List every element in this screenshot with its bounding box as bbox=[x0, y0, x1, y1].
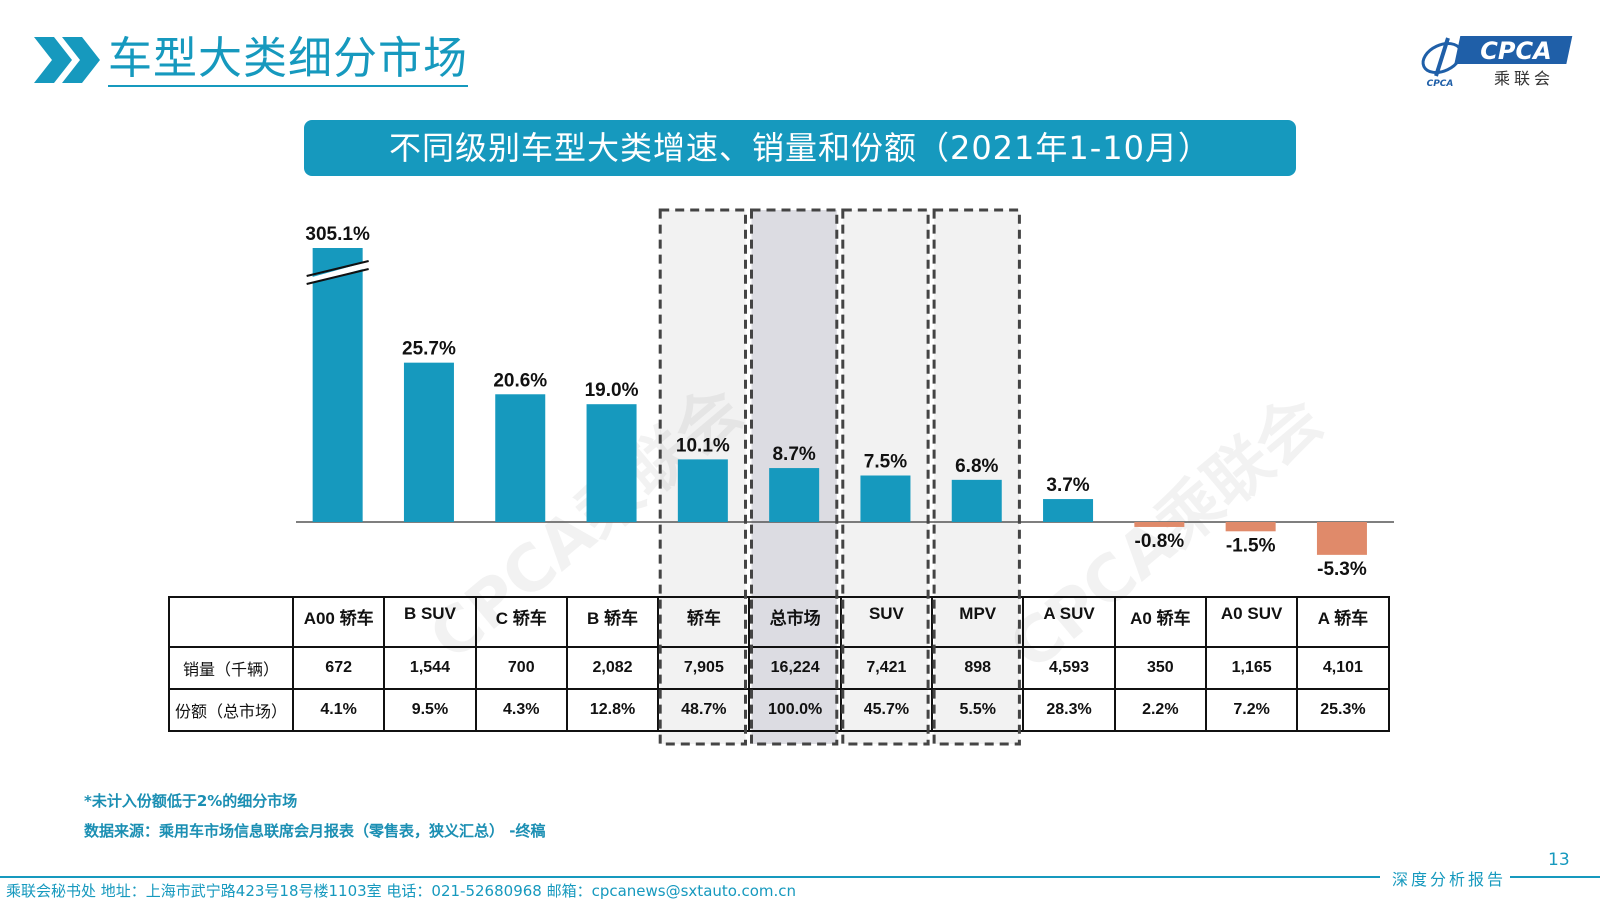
page-header: 车型大类细分市场 bbox=[34, 30, 468, 90]
table-cell: 25.3% bbox=[1296, 688, 1390, 732]
table-header-cell: A 轿车 bbox=[1296, 596, 1390, 648]
note-data-source: 数据来源：乘用车市场信息联席会月报表（零售表，狭义汇总） -终稿 bbox=[84, 822, 546, 840]
footer-divider bbox=[0, 876, 1380, 878]
value-label-7: 7.5% bbox=[864, 452, 907, 473]
svg-text:CPCA: CPCA bbox=[1427, 79, 1454, 89]
table-header-cell: MPV bbox=[931, 596, 1025, 648]
bar-3 bbox=[495, 394, 546, 522]
table-cell: 4.3% bbox=[474, 688, 568, 732]
table-corner-cell bbox=[168, 596, 294, 648]
value-label-10: -0.8% bbox=[1135, 531, 1185, 552]
table-cell: 48.7% bbox=[657, 688, 751, 732]
bar-4 bbox=[586, 404, 637, 522]
value-label-12: -5.3% bbox=[1317, 559, 1367, 580]
table-header-cell: A0 SUV bbox=[1204, 596, 1299, 648]
notes: *未计入份额低于2%的细分市场 数据来源：乘用车市场信息联席会月报表（零售表，狭… bbox=[84, 786, 545, 846]
data-table: A00 轿车 B SUV C 轿车 B 轿车 轿车 总市场 SUV MPV A SUV A0 轿车… bbox=[168, 596, 1390, 732]
footer-divider-right bbox=[1510, 876, 1600, 878]
table-cell: 9.5% bbox=[383, 688, 477, 732]
table-header-cell: B 轿车 bbox=[565, 596, 660, 648]
table-header-cell: 总市场 bbox=[748, 596, 842, 648]
value-label-5: 10.1% bbox=[676, 435, 730, 456]
table-row-label: 销量（千辆） bbox=[168, 646, 294, 690]
table-row-label: 份额（总市场） bbox=[168, 688, 294, 732]
bar-11 bbox=[1225, 522, 1276, 532]
table-cell: 1,165 bbox=[1204, 646, 1299, 690]
bar-2 bbox=[403, 362, 454, 522]
table-cell: 2.2% bbox=[1113, 688, 1207, 732]
value-label-2: 25.7% bbox=[402, 339, 456, 360]
value-label-3: 20.6% bbox=[493, 370, 547, 391]
table-cell: 12.8% bbox=[565, 688, 660, 732]
table-cell: 45.7% bbox=[839, 688, 934, 732]
table-cell: 350 bbox=[1113, 646, 1207, 690]
table-cell: 5.5% bbox=[931, 688, 1025, 732]
table-header-cell: A SUV bbox=[1022, 596, 1116, 648]
svg-text:CPCA: CPCA bbox=[1480, 37, 1551, 65]
table-cell: 4,101 bbox=[1296, 646, 1390, 690]
table-header-cell: 轿车 bbox=[657, 596, 751, 648]
table-cell: 7,421 bbox=[839, 646, 934, 690]
table-cell: 2,082 bbox=[565, 646, 660, 690]
value-label-11: -1.5% bbox=[1226, 535, 1276, 556]
page-number: 13 bbox=[1548, 850, 1570, 870]
table-cell: 16,224 bbox=[748, 646, 842, 690]
note-share-threshold: *未计入份额低于2%的细分市场 bbox=[84, 792, 298, 810]
axis-break-mark bbox=[306, 260, 369, 285]
chart-banner-title: 不同级别车型大类增速、销量和份额（2021年1-10月） bbox=[304, 120, 1296, 176]
bar-7 bbox=[860, 475, 911, 522]
table-cell: 1,544 bbox=[383, 646, 477, 690]
table-cell: 4,593 bbox=[1022, 646, 1116, 690]
table-cell: 7,905 bbox=[657, 646, 751, 690]
svg-text:乘联会: 乘联会 bbox=[1494, 69, 1554, 88]
bar-10 bbox=[1134, 522, 1185, 527]
table-header-cell: A00 轿车 bbox=[291, 596, 386, 648]
value-label-4: 19.0% bbox=[585, 380, 639, 401]
value-label-8: 6.8% bbox=[955, 456, 998, 477]
bar-9 bbox=[1043, 499, 1094, 522]
table-cell: 4.1% bbox=[291, 688, 386, 732]
footer-tag: 深度分析报告 bbox=[1392, 870, 1507, 889]
table-header-cell: B SUV bbox=[383, 596, 477, 648]
table-cell: 672 bbox=[291, 646, 386, 690]
table-cell: 7.2% bbox=[1204, 688, 1299, 732]
value-label-1: 305.1% bbox=[305, 224, 370, 245]
bar-6 bbox=[769, 468, 820, 522]
table-cell: 100.0% bbox=[748, 688, 842, 732]
table-header-cell: SUV bbox=[839, 596, 934, 648]
table-header-cell: C 轿车 bbox=[474, 596, 568, 648]
table-cell: 28.3% bbox=[1022, 688, 1116, 732]
table-cell: 700 bbox=[474, 646, 568, 690]
table-header-cell: A0 轿车 bbox=[1113, 596, 1207, 648]
bar-12 bbox=[1316, 522, 1367, 555]
bar-1 bbox=[312, 248, 363, 522]
table-row: 份额（总市场） 4.1% 9.5% 4.3% 12.8% 48.7% 100.0% 45.7%… bbox=[168, 688, 1390, 732]
bar-8 bbox=[951, 479, 1002, 522]
table-cell: 898 bbox=[931, 646, 1025, 690]
bar-5 bbox=[677, 459, 728, 522]
value-label-6: 8.7% bbox=[772, 444, 815, 465]
table-header-row: A00 轿车 B SUV C 轿车 B 轿车 轿车 总市场 SUV MPV A SUV A0 轿车… bbox=[168, 596, 1390, 648]
footer-contact: 乘联会秘书处 地址：上海市武宁路423号18号楼1103室 电话：021-526… bbox=[6, 882, 797, 900]
value-label-9: 3.7% bbox=[1046, 475, 1089, 496]
cpca-logo: CPCA 乘联会 CPCA bbox=[1421, 36, 1573, 89]
table-row: 销量（千辆） 672 1,544 700 2,082 7,905 16,224 7,421 89… bbox=[168, 646, 1390, 690]
page-title: 车型大类细分市场 bbox=[108, 33, 468, 87]
double-chevron-icon bbox=[34, 37, 100, 83]
